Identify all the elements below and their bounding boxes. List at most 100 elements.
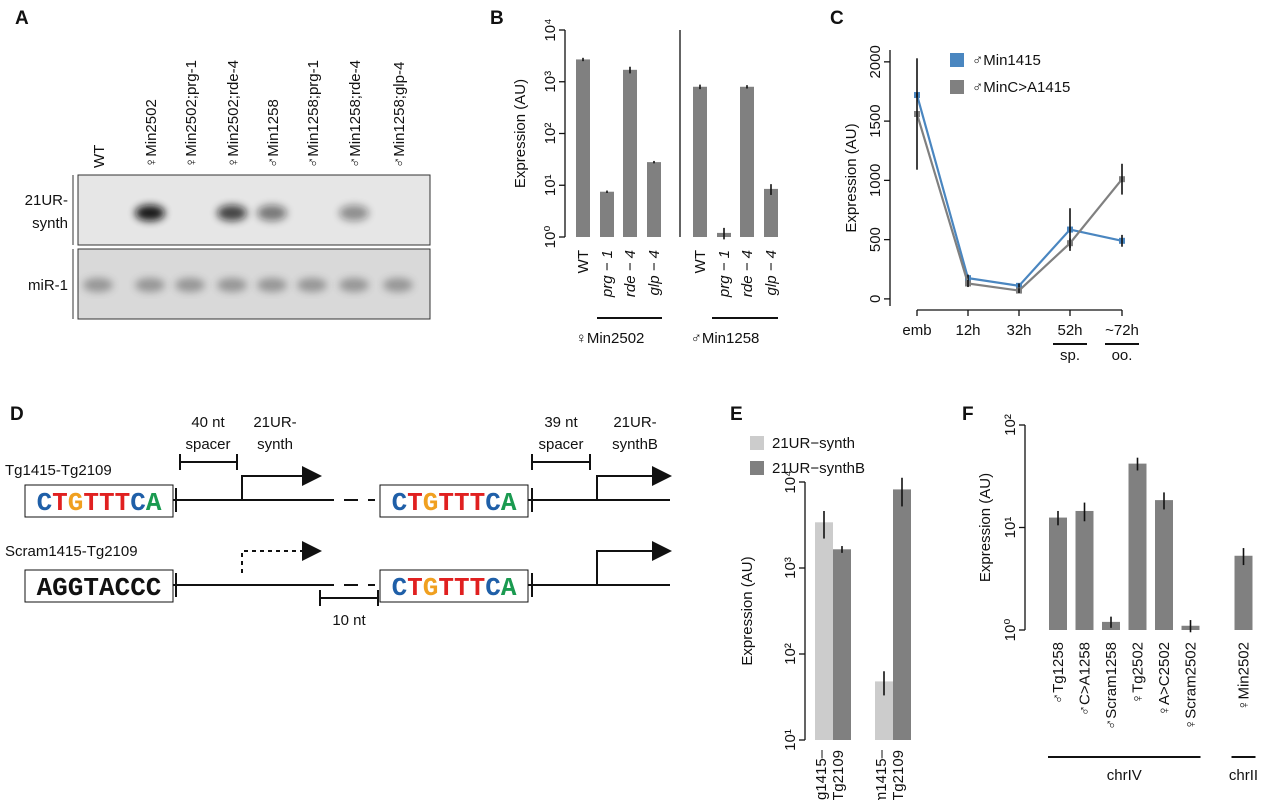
band — [175, 278, 205, 292]
diagram-label: spacer — [185, 436, 230, 453]
band — [339, 278, 369, 292]
lane-label: ♀Min2502 — [143, 99, 160, 168]
motif: CTGTTTCA — [392, 488, 517, 518]
diagram-lines — [173, 454, 672, 606]
bar — [764, 188, 778, 237]
x-tick-label: rde − 4 — [739, 250, 756, 297]
bar — [600, 191, 614, 237]
band — [383, 278, 413, 292]
motif-box — [379, 484, 529, 518]
row-label: 21UR- — [25, 192, 68, 209]
lane-label: ♀Min2502;prg-1 — [183, 60, 200, 168]
panel-label: F — [962, 404, 974, 425]
y-tick-label: 10³ — [782, 557, 799, 579]
bar — [1075, 510, 1094, 630]
group-label: ♂Min1258 — [691, 330, 760, 347]
diagram-label: synth — [257, 436, 293, 453]
x-tick-label: 12h — [955, 322, 980, 339]
motif-box — [24, 569, 174, 603]
y-tick-label: 10¹ — [542, 174, 559, 196]
band — [297, 278, 327, 292]
lane-label: ♂Min1258;glp-4 — [391, 62, 408, 168]
bar — [833, 549, 851, 740]
lane-label: ♂Min1258;rde-4 — [347, 60, 364, 168]
bar — [693, 86, 707, 237]
y-tick-label: 2000 — [867, 45, 884, 78]
x-tick-label: rde − 4 — [622, 250, 639, 297]
y-tick-label: 10² — [782, 643, 799, 665]
diagram-label: 21UR- — [613, 414, 656, 431]
x-tick-label: ♀Min2502 — [1236, 642, 1253, 711]
bar — [875, 681, 893, 740]
band — [83, 278, 113, 292]
group-label: chrII — [1229, 767, 1258, 784]
bar — [1155, 500, 1173, 630]
diagram-label: synthB — [612, 436, 658, 453]
x-tick-label: ♂Tg1258 — [1050, 642, 1067, 704]
y-tick-label: 10⁰ — [542, 226, 559, 249]
lane-label: WT — [91, 145, 108, 168]
lane-label: ♂Min1258 — [265, 99, 282, 168]
bar — [815, 522, 833, 740]
diagram-label: spacer — [538, 436, 583, 453]
y-tick-label: 10⁴ — [542, 18, 559, 41]
scale-label: 10 nt — [332, 612, 366, 629]
band — [217, 278, 247, 292]
bar — [1234, 555, 1253, 630]
legend-label: 21UR−synth — [772, 435, 855, 452]
band — [339, 205, 369, 221]
y-tick-label: 10² — [1002, 414, 1019, 436]
x-tick-label: ♀A>C2502 — [1156, 642, 1173, 716]
y-tick-label: 10⁰ — [1002, 619, 1019, 642]
y-axis-label: Expression (AU) — [512, 79, 529, 188]
diagram-label: 21UR- — [253, 414, 296, 431]
diagram-label: 40 nt — [191, 414, 225, 431]
y-tick-label: 10¹ — [782, 729, 799, 751]
y-tick-label: 1000 — [867, 164, 884, 197]
bar — [623, 69, 637, 237]
bar — [1128, 463, 1147, 630]
x-tick-label: prg − 1 — [599, 250, 616, 298]
construct-label: Tg1415-Tg2109 — [5, 462, 112, 479]
x-sub-label: oo. — [1112, 347, 1133, 364]
x-tick-label: Tg2109 — [830, 750, 847, 800]
construct-label: Scram1415-Tg2109 — [5, 543, 138, 560]
legend-label: ♂Min1415 — [972, 52, 1041, 69]
band — [135, 205, 165, 221]
lane-label: ♂Min1258;prg-1 — [305, 60, 322, 168]
legend-swatch — [950, 80, 964, 94]
y-tick-label: 500 — [867, 227, 884, 252]
x-tick-label: Tg1415– — [813, 749, 830, 800]
x-tick-label: ~72h — [1105, 322, 1139, 339]
line — [915, 94, 1123, 288]
y-tick-label: 10³ — [542, 71, 559, 93]
band — [217, 205, 247, 221]
legend-label: ♂MinC>A1415 — [972, 79, 1070, 96]
panel-label: D — [10, 404, 24, 425]
bar — [647, 162, 661, 237]
motif-box — [24, 484, 174, 518]
x-tick-label: glp − 4 — [646, 250, 663, 295]
x-tick-label: ♂C>A1258 — [1077, 642, 1094, 716]
y-axis-label: Expression (AU) — [739, 556, 756, 665]
y-axis-label: Expression (AU) — [843, 123, 860, 232]
motif: CTGTTTCA — [37, 488, 162, 518]
band — [135, 278, 165, 292]
y-tick-label: 0 — [867, 295, 884, 303]
legend-swatch — [750, 436, 764, 450]
y-axis-label: Expression (AU) — [977, 473, 994, 582]
x-tick-label: 32h — [1006, 322, 1031, 339]
x-tick-label: ♀Scram2502 — [1183, 642, 1200, 730]
group-label: chrIV — [1107, 767, 1142, 784]
panel-label: B — [490, 8, 504, 29]
legend-swatch — [750, 461, 764, 475]
panel-label: A — [15, 8, 29, 29]
panel-label: C — [830, 8, 844, 29]
diagram-label: 39 nt — [544, 414, 578, 431]
bar — [740, 86, 754, 237]
x-tick-label: Tg2109 — [890, 750, 907, 800]
band — [257, 278, 287, 292]
x-tick-label: ♂Scram1258 — [1103, 642, 1120, 730]
